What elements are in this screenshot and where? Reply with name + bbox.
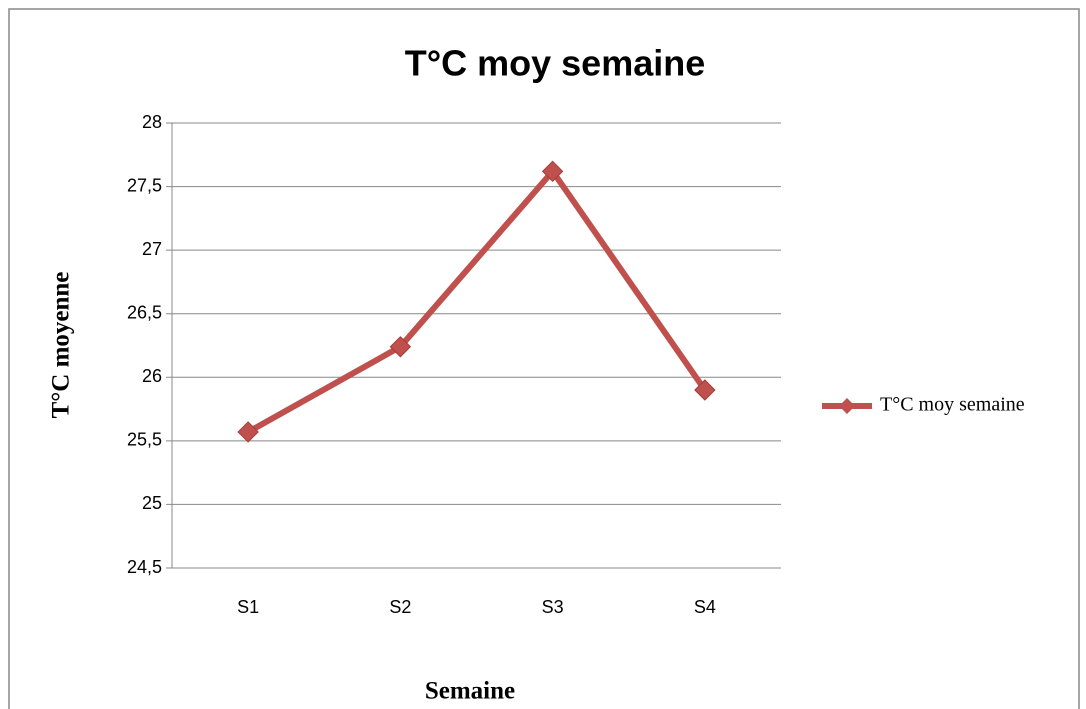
legend-label: T°C moy semaine — [880, 394, 1025, 416]
data-point — [237, 421, 259, 443]
x-tick-label: S1 — [237, 597, 259, 617]
data-point — [694, 379, 716, 401]
y-tick-label: 26,5 — [127, 302, 162, 322]
y-tick-label: 25 — [142, 493, 162, 513]
y-tick-label: 25,5 — [127, 430, 162, 450]
y-tick-label: 27,5 — [127, 175, 162, 195]
series-line — [246, 168, 708, 435]
y-tick-label: 27 — [142, 239, 162, 259]
x-tick-label: S2 — [389, 597, 411, 617]
y-tick-label: 26 — [142, 366, 162, 386]
legend-marker — [839, 398, 855, 414]
chart-title: T°C moy semaine — [405, 43, 706, 84]
data-point — [389, 336, 412, 358]
x-tick-label: S3 — [542, 597, 564, 617]
y-tick-label: 28 — [142, 112, 162, 132]
x-axis-title: Semaine — [425, 678, 515, 705]
chart-border — [8, 8, 1080, 709]
y-tick-label: 24,5 — [127, 557, 162, 577]
data-point — [541, 160, 564, 183]
x-tick-label: S4 — [694, 597, 716, 617]
y-axis-title: T°C moyenne — [48, 272, 75, 419]
